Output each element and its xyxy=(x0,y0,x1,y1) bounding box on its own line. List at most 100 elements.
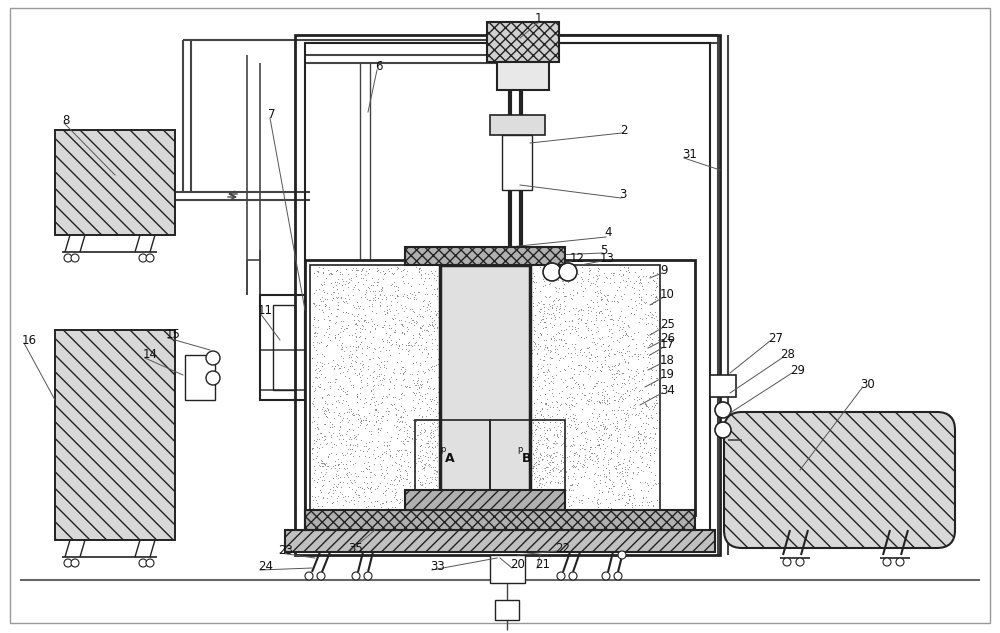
Point xyxy=(638,401,654,411)
Point xyxy=(355,361,371,372)
Point xyxy=(548,284,564,294)
Point xyxy=(561,392,577,402)
Point xyxy=(347,487,363,498)
Point xyxy=(558,467,574,477)
Point xyxy=(319,340,335,350)
Point xyxy=(555,438,571,448)
Bar xyxy=(55,130,175,235)
Point xyxy=(366,410,382,420)
Point xyxy=(306,299,322,309)
Point xyxy=(391,417,407,427)
Point xyxy=(646,377,662,387)
Point xyxy=(608,387,624,397)
Point xyxy=(347,458,363,468)
Point xyxy=(546,299,562,309)
Point xyxy=(385,392,401,402)
Point xyxy=(329,431,345,441)
Point xyxy=(600,341,616,351)
Point xyxy=(350,309,366,319)
Point xyxy=(355,321,371,331)
Point xyxy=(375,498,391,508)
Point xyxy=(342,440,358,450)
Point xyxy=(468,459,484,469)
Point xyxy=(459,460,475,470)
Point xyxy=(397,366,413,376)
Point xyxy=(635,270,651,280)
Point xyxy=(630,327,646,337)
Point xyxy=(632,275,648,285)
Point xyxy=(310,473,326,484)
Point xyxy=(475,441,491,451)
Text: 31: 31 xyxy=(682,149,697,161)
Point xyxy=(640,486,656,496)
Point xyxy=(306,415,322,425)
Point xyxy=(461,451,477,461)
Point xyxy=(376,360,392,370)
Point xyxy=(514,440,530,450)
Point xyxy=(568,303,584,313)
Point xyxy=(349,389,365,399)
Point xyxy=(595,454,611,464)
Point xyxy=(395,480,411,490)
Point xyxy=(598,299,614,309)
Point xyxy=(365,353,381,363)
Point xyxy=(638,335,654,345)
Point xyxy=(317,301,333,311)
Point xyxy=(374,498,390,508)
Point xyxy=(352,331,368,341)
Point xyxy=(640,318,656,328)
Point xyxy=(345,492,361,503)
Point xyxy=(648,365,664,375)
Point xyxy=(350,409,366,419)
Point xyxy=(598,472,614,482)
Point xyxy=(635,366,651,376)
Point xyxy=(349,439,365,449)
Text: B: B xyxy=(522,451,532,465)
Point xyxy=(353,375,369,385)
Point xyxy=(624,410,640,420)
Point xyxy=(601,482,617,492)
Point xyxy=(613,414,629,424)
Point xyxy=(439,439,455,449)
Point xyxy=(532,477,548,487)
Point xyxy=(440,427,456,437)
Point xyxy=(348,485,364,495)
Point xyxy=(391,464,407,474)
Point xyxy=(334,280,350,290)
Point xyxy=(573,417,589,427)
Point xyxy=(544,464,560,474)
Point xyxy=(523,430,539,441)
Point xyxy=(489,445,505,455)
Point xyxy=(409,430,425,440)
Point xyxy=(631,435,647,445)
Point xyxy=(331,408,347,418)
Point xyxy=(384,479,400,489)
Point xyxy=(611,282,627,292)
Point xyxy=(598,481,614,491)
Point xyxy=(530,344,546,354)
Point xyxy=(328,292,344,303)
Point xyxy=(343,358,359,368)
Point xyxy=(430,372,446,382)
Text: 21: 21 xyxy=(535,558,550,572)
Point xyxy=(620,484,636,494)
Point xyxy=(425,384,441,394)
Text: 30: 30 xyxy=(860,379,875,391)
Point xyxy=(624,473,640,483)
Point xyxy=(593,366,609,376)
Point xyxy=(544,322,560,332)
Point xyxy=(420,300,436,310)
Point xyxy=(634,498,650,508)
Point xyxy=(589,495,605,505)
Point xyxy=(418,411,434,421)
Point xyxy=(362,399,378,409)
Point xyxy=(627,382,643,392)
Point xyxy=(626,399,642,410)
Point xyxy=(633,295,649,305)
Point xyxy=(468,437,484,448)
Point xyxy=(455,479,471,489)
Point xyxy=(609,436,625,446)
Point xyxy=(339,365,355,375)
Point xyxy=(598,423,614,434)
Point xyxy=(306,461,322,471)
